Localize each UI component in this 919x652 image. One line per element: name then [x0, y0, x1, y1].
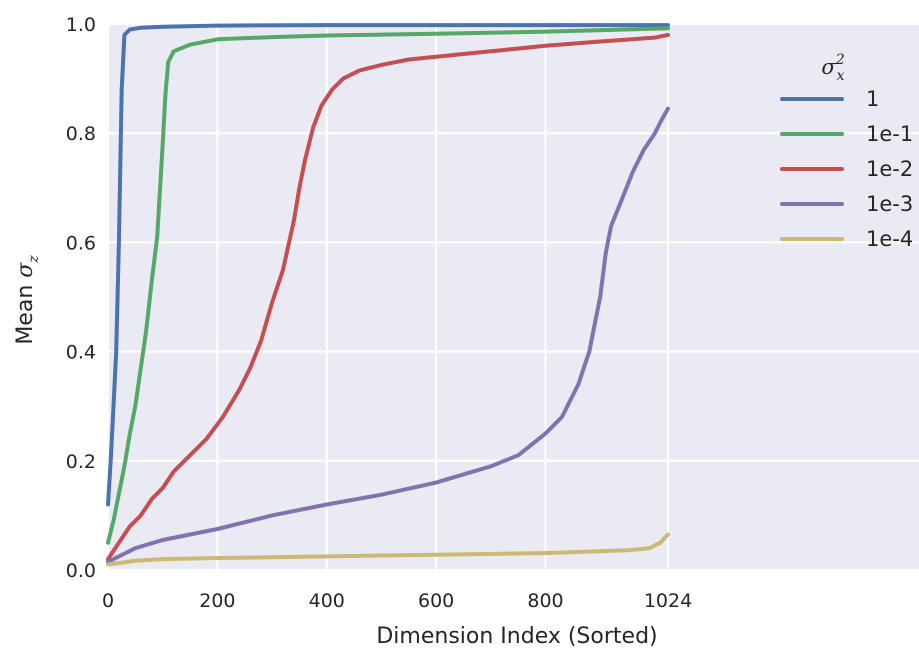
- x-tick-label: 1024: [644, 590, 692, 612]
- series-line-1e-2: [106, 32, 670, 562]
- x-axis-label: Dimension Index (Sorted): [376, 624, 657, 649]
- x-tick-label: 800: [527, 590, 563, 612]
- legend-items: 1 1e-1 1e-2 1e-3 1e-4: [780, 87, 913, 251]
- series-line-1e-1: [106, 26, 670, 545]
- series-line-1: [106, 23, 670, 507]
- y-axis-label-subscript: z: [26, 255, 42, 264]
- legend-title-symbol: σ: [821, 55, 836, 79]
- y-tick-label: 1.0: [66, 14, 96, 36]
- legend-title-superscript: 2: [835, 52, 845, 68]
- y-tick-label: 0.2: [66, 451, 96, 473]
- legend-label-1: 1: [866, 87, 879, 111]
- x-tick-label: 400: [309, 590, 345, 612]
- series-line-1e-3: [106, 106, 670, 564]
- y-axis-label: Mean σz: [13, 255, 42, 345]
- y-tick-labels: 0.0 0.2 0.4 0.6 0.8 1.0: [66, 14, 96, 582]
- x-tick-label: 600: [418, 590, 454, 612]
- y-axis-label-text: Mean: [13, 278, 38, 345]
- x-tick-label: 200: [199, 590, 235, 612]
- series-lines: [106, 23, 670, 567]
- legend-title-subscript: x: [837, 68, 845, 84]
- y-tick-label: 0.6: [66, 232, 96, 254]
- y-axis-label-symbol: σ: [13, 262, 38, 278]
- legend: σ2 x 1 1e-1 1e-2 1e-3 1e-4: [780, 52, 913, 251]
- y-tick-label: 0.8: [66, 123, 96, 145]
- x-tick-labels: 0 200 400 600 800 1024: [102, 590, 692, 612]
- plot-background: [108, 24, 919, 570]
- legend-label-1e-3: 1e-3: [866, 192, 913, 216]
- y-tick-label: 0.4: [66, 342, 96, 364]
- legend-label-1e-2: 1e-2: [866, 157, 913, 181]
- x-tick-label: 0: [102, 590, 114, 612]
- legend-label-1e-4: 1e-4: [866, 227, 913, 251]
- legend-label-1e-1: 1e-1: [866, 122, 913, 146]
- series-line-1e-4: [106, 532, 670, 567]
- y-tick-label: 0.0: [66, 560, 96, 582]
- legend-title: σ2 x: [821, 52, 844, 84]
